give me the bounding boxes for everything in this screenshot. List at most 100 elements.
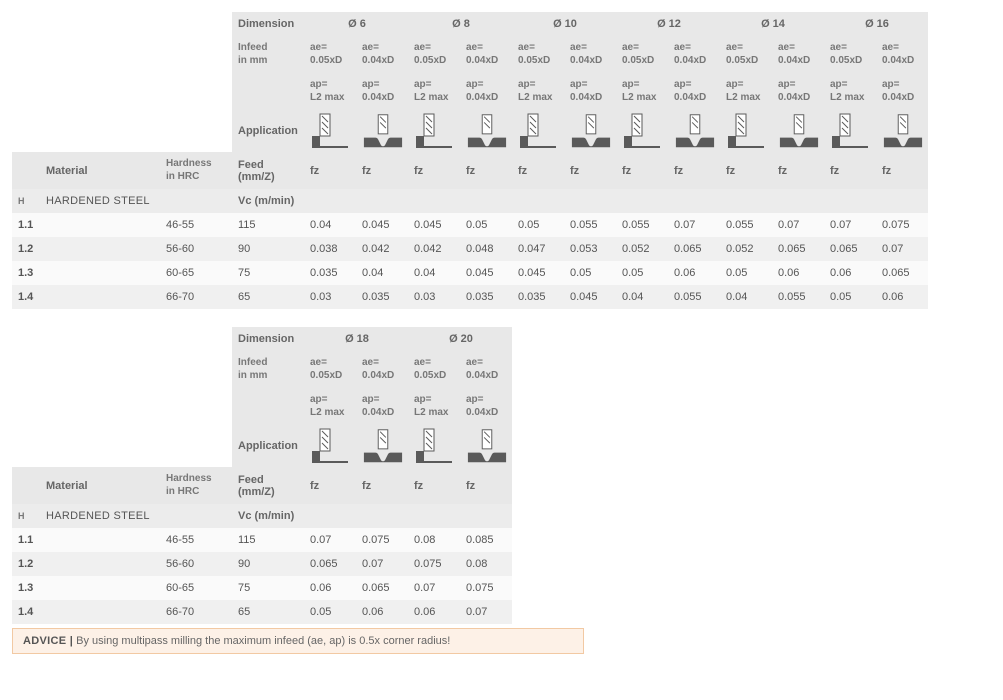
material-code: H bbox=[12, 189, 40, 213]
ap-header: ap= 0.04xD bbox=[668, 73, 720, 110]
application-label: Application bbox=[232, 110, 304, 152]
diameter-header: Ø 16 bbox=[824, 12, 928, 36]
ap-header: ap= L2 max bbox=[616, 73, 668, 110]
advice-text: By using multipass milling the maximum i… bbox=[73, 635, 450, 647]
fz-header: fz bbox=[304, 467, 356, 504]
vc-value: 90 bbox=[232, 237, 304, 261]
ap-header: ap= 0.04xD bbox=[356, 388, 408, 425]
material-label: Material bbox=[40, 152, 160, 189]
feed-label: Feed (mm/Z) bbox=[232, 152, 304, 189]
ap-header: ap= 0.04xD bbox=[356, 73, 408, 110]
slot-milling-icon bbox=[668, 110, 720, 152]
cutting-data-table: DimensionØ 6Ø 8Ø 10Ø 12Ø 14Ø 16Infeed in… bbox=[12, 12, 991, 309]
fz-header: fz bbox=[824, 152, 876, 189]
ae-header: ae= 0.05xD bbox=[304, 36, 356, 73]
fz-value: 0.075 bbox=[356, 528, 408, 552]
hardness-value: 66-70 bbox=[160, 600, 232, 624]
fz-value: 0.065 bbox=[668, 237, 720, 261]
ae-header: ae= 0.04xD bbox=[460, 351, 512, 388]
hardness-value: 60-65 bbox=[160, 261, 232, 285]
ae-header: ae= 0.04xD bbox=[356, 351, 408, 388]
fz-value: 0.065 bbox=[304, 552, 356, 576]
application-label: Application bbox=[232, 425, 304, 467]
fz-value: 0.07 bbox=[824, 213, 876, 237]
fz-value: 0.07 bbox=[460, 600, 512, 624]
fz-value: 0.048 bbox=[460, 237, 512, 261]
material-label: Material bbox=[40, 467, 160, 504]
dimension-label: Dimension bbox=[232, 12, 304, 36]
fz-value: 0.05 bbox=[720, 261, 772, 285]
dimension-label: Dimension bbox=[232, 327, 304, 351]
diameter-header: Ø 10 bbox=[512, 12, 616, 36]
hardness-value: 60-65 bbox=[160, 576, 232, 600]
fz-value: 0.03 bbox=[304, 285, 356, 309]
diameter-header: Ø 20 bbox=[408, 327, 512, 351]
infeed-label: Infeed in mm bbox=[232, 36, 304, 73]
hardness-value: 66-70 bbox=[160, 285, 232, 309]
ae-header: ae= 0.04xD bbox=[772, 36, 824, 73]
slot-milling-icon bbox=[356, 425, 408, 467]
fz-value: 0.042 bbox=[356, 237, 408, 261]
row-code: 1.2 bbox=[12, 237, 40, 261]
ae-header: ae= 0.05xD bbox=[304, 351, 356, 388]
ae-header: ae= 0.05xD bbox=[408, 36, 460, 73]
vc-label: Vc (m/min) bbox=[232, 504, 304, 528]
fz-value: 0.035 bbox=[460, 285, 512, 309]
fz-value: 0.04 bbox=[304, 213, 356, 237]
fz-value: 0.075 bbox=[408, 552, 460, 576]
slot-milling-icon bbox=[876, 110, 928, 152]
fz-header: fz bbox=[876, 152, 928, 189]
side-milling-icon bbox=[304, 110, 356, 152]
fz-value: 0.06 bbox=[408, 600, 460, 624]
fz-value: 0.07 bbox=[304, 528, 356, 552]
fz-value: 0.03 bbox=[408, 285, 460, 309]
material-name: HARDENED STEEL bbox=[40, 189, 160, 213]
ae-header: ae= 0.05xD bbox=[512, 36, 564, 73]
ae-header: ae= 0.04xD bbox=[876, 36, 928, 73]
ae-header: ae= 0.04xD bbox=[356, 36, 408, 73]
hardness-value: 46-55 bbox=[160, 213, 232, 237]
side-milling-icon bbox=[408, 425, 460, 467]
fz-value: 0.05 bbox=[512, 213, 564, 237]
diameter-header: Ø 12 bbox=[616, 12, 720, 36]
material-name: HARDENED STEEL bbox=[40, 504, 160, 528]
ae-header: ae= 0.04xD bbox=[564, 36, 616, 73]
fz-value: 0.042 bbox=[408, 237, 460, 261]
fz-value: 0.052 bbox=[616, 237, 668, 261]
vc-value: 65 bbox=[232, 285, 304, 309]
fz-value: 0.08 bbox=[460, 552, 512, 576]
ap-header: ap= L2 max bbox=[304, 388, 356, 425]
fz-value: 0.06 bbox=[668, 261, 720, 285]
slot-milling-icon bbox=[564, 110, 616, 152]
fz-header: fz bbox=[564, 152, 616, 189]
fz-header: fz bbox=[668, 152, 720, 189]
vc-label: Vc (m/min) bbox=[232, 189, 304, 213]
ap-header: ap= L2 max bbox=[304, 73, 356, 110]
fz-value: 0.085 bbox=[460, 528, 512, 552]
fz-value: 0.075 bbox=[460, 576, 512, 600]
fz-value: 0.035 bbox=[356, 285, 408, 309]
ap-header: ap= 0.04xD bbox=[564, 73, 616, 110]
vc-value: 90 bbox=[232, 552, 304, 576]
fz-value: 0.055 bbox=[564, 213, 616, 237]
row-code: 1.1 bbox=[12, 528, 40, 552]
vc-value: 75 bbox=[232, 576, 304, 600]
ae-header: ae= 0.05xD bbox=[824, 36, 876, 73]
fz-value: 0.065 bbox=[356, 576, 408, 600]
fz-value: 0.07 bbox=[668, 213, 720, 237]
diameter-header: Ø 18 bbox=[304, 327, 408, 351]
fz-value: 0.053 bbox=[564, 237, 616, 261]
fz-value: 0.075 bbox=[876, 213, 928, 237]
ap-header: ap= 0.04xD bbox=[460, 73, 512, 110]
fz-value: 0.07 bbox=[876, 237, 928, 261]
advice-box: ADVICE | By using multipass milling the … bbox=[12, 628, 584, 654]
fz-value: 0.038 bbox=[304, 237, 356, 261]
fz-value: 0.035 bbox=[512, 285, 564, 309]
fz-value: 0.06 bbox=[304, 576, 356, 600]
fz-header: fz bbox=[616, 152, 668, 189]
fz-value: 0.04 bbox=[408, 261, 460, 285]
diameter-header: Ø 8 bbox=[408, 12, 512, 36]
ap-header: ap= L2 max bbox=[408, 73, 460, 110]
fz-header: fz bbox=[772, 152, 824, 189]
ap-header: ap= 0.04xD bbox=[460, 388, 512, 425]
